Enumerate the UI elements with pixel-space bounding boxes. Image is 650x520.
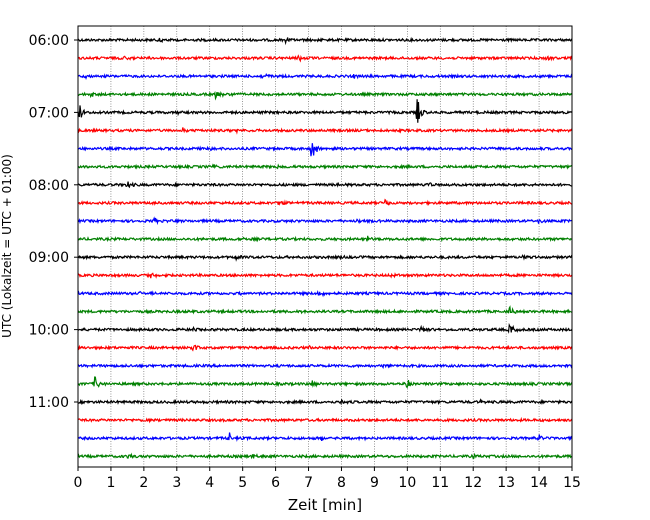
seismogram-trace [77,344,573,352]
seismogram-trace [77,432,573,442]
x-tick-label: 13 [497,475,515,491]
x-axis-label: Zeit [min] [288,496,362,514]
seismogram-trace [77,181,573,189]
seismogram-trace [77,452,573,460]
seismogram-trace [77,216,573,226]
x-tick-label: 2 [139,475,148,491]
seismogram-trace [77,54,573,63]
x-tick-label: 6 [271,475,280,491]
seismogram-trace [77,163,573,170]
seismogram-trace [77,90,573,101]
y-tick-label: 08:00 [29,178,69,194]
y-tick-label: 10:00 [29,323,69,339]
seismogram-trace [77,99,573,123]
x-tick-label: 3 [172,475,181,491]
seismogram-trace [77,322,573,334]
seismogram-trace [77,272,573,279]
traces-layer [77,36,573,460]
x-tick-label: 7 [304,475,313,491]
x-tick-label: 15 [563,475,581,491]
x-tick-label: 8 [337,475,346,491]
seismogram-trace [77,305,573,315]
x-tick-label: 11 [431,475,449,491]
seismogram-trace [77,362,573,369]
x-tick-label: 10 [398,475,416,491]
seismogram-trace [77,36,573,46]
seismogram-trace [77,376,573,389]
x-tick-label: 14 [530,475,548,491]
seismogram-trace [77,198,573,207]
y-tick-label: 06:00 [29,33,69,49]
y-tick-label: 07:00 [29,105,69,121]
seismogram-trace [77,73,573,80]
x-tick-label: 12 [464,475,482,491]
x-tick-label: 1 [106,475,115,491]
seismogram-trace [77,398,573,406]
seismogram-trace [77,253,573,262]
y-ticks: 06:00 07:00 08:00 09:00 10:00 11:00 [29,33,78,411]
seismogram-trace [77,416,573,424]
seismogram-trace [77,235,573,243]
x-tick-label: 4 [205,475,214,491]
plot-frame [77,25,573,468]
y-tick-label: 09:00 [29,250,69,266]
seismogram-trace [77,289,573,298]
x-tick-label: 0 [74,475,83,491]
x-tick-label: 5 [238,475,247,491]
x-ticks: 0 1 2 3 4 5 6 7 8 9 10 11 12 13 14 15 [74,467,581,491]
seismogram-trace [77,143,573,157]
y-axis-label: UTC (Lokalzeit = UTC + 01:00) [0,154,14,338]
seismogram-trace [77,127,573,135]
y-tick-label: 11:00 [29,395,69,411]
x-tick-label: 9 [370,475,379,491]
grid-layer [110,26,540,467]
